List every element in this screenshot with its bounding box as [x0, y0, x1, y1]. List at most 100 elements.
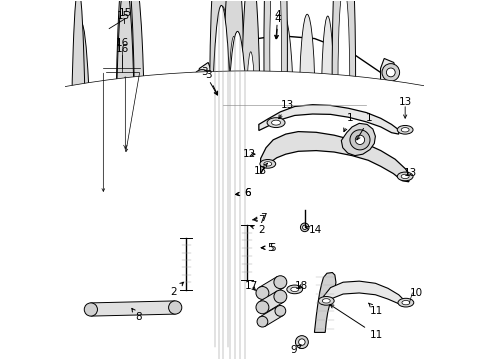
Ellipse shape	[396, 172, 412, 181]
Ellipse shape	[271, 120, 280, 125]
Ellipse shape	[116, 0, 135, 360]
Text: 6: 6	[235, 188, 250, 198]
Ellipse shape	[228, 36, 239, 208]
Text: 13: 13	[403, 168, 416, 178]
Ellipse shape	[400, 174, 408, 179]
Polygon shape	[259, 291, 283, 313]
Circle shape	[298, 339, 305, 345]
Ellipse shape	[223, 0, 244, 294]
Circle shape	[273, 290, 286, 303]
Polygon shape	[380, 58, 396, 88]
Ellipse shape	[75, 91, 82, 301]
Text: 15: 15	[119, 8, 132, 18]
Circle shape	[257, 316, 267, 327]
Circle shape	[302, 225, 306, 229]
Circle shape	[355, 135, 364, 144]
Circle shape	[168, 301, 182, 314]
Text: 8: 8	[132, 309, 142, 323]
Text: 17: 17	[244, 281, 257, 291]
Text: 12: 12	[243, 149, 256, 159]
Ellipse shape	[225, 31, 249, 360]
Text: 5: 5	[261, 243, 273, 253]
Circle shape	[129, 181, 140, 191]
Ellipse shape	[396, 125, 412, 134]
Ellipse shape	[286, 285, 302, 294]
Text: 5: 5	[261, 243, 275, 253]
Text: 18: 18	[295, 281, 308, 291]
Ellipse shape	[116, 0, 135, 340]
Ellipse shape	[321, 16, 334, 220]
Text: 7: 7	[252, 215, 264, 225]
Ellipse shape	[241, 0, 260, 311]
Text: 1: 1	[356, 113, 372, 140]
Ellipse shape	[71, 23, 91, 360]
Bar	[257, 273, 312, 356]
Ellipse shape	[260, 159, 275, 168]
Circle shape	[84, 303, 97, 316]
Ellipse shape	[129, 82, 140, 289]
Text: 2: 2	[250, 225, 264, 235]
Polygon shape	[78, 182, 138, 234]
Ellipse shape	[318, 297, 333, 305]
Polygon shape	[258, 105, 398, 134]
Circle shape	[295, 336, 308, 348]
Ellipse shape	[322, 299, 329, 303]
Polygon shape	[208, 36, 386, 165]
Ellipse shape	[266, 118, 285, 127]
Circle shape	[274, 306, 285, 316]
Ellipse shape	[211, 5, 231, 360]
Polygon shape	[314, 273, 335, 332]
Polygon shape	[323, 281, 405, 306]
Circle shape	[273, 276, 286, 289]
Ellipse shape	[0, 71, 488, 360]
Ellipse shape	[76, 126, 86, 333]
Polygon shape	[259, 306, 283, 326]
Circle shape	[255, 287, 268, 300]
Text: 6: 6	[236, 188, 250, 198]
Text: 13: 13	[278, 100, 294, 119]
Circle shape	[198, 74, 206, 83]
Text: 13: 13	[398, 97, 411, 107]
Bar	[257, 123, 412, 241]
Ellipse shape	[400, 128, 408, 132]
Polygon shape	[341, 123, 375, 156]
Text: 11: 11	[368, 303, 382, 316]
Ellipse shape	[121, 55, 130, 245]
Text: 4: 4	[274, 10, 281, 39]
Ellipse shape	[0, 73, 488, 360]
Ellipse shape	[121, 77, 130, 267]
Text: 11: 11	[329, 305, 382, 340]
Text: 1: 1	[343, 113, 352, 132]
Polygon shape	[260, 132, 408, 182]
Ellipse shape	[269, 0, 281, 145]
Text: 16: 16	[116, 44, 129, 54]
Circle shape	[255, 301, 268, 314]
Circle shape	[300, 223, 308, 231]
Text: 13: 13	[253, 163, 267, 176]
Ellipse shape	[124, 0, 145, 360]
Ellipse shape	[264, 0, 287, 239]
Circle shape	[381, 64, 399, 81]
Text: 15: 15	[117, 11, 130, 21]
Text: 3: 3	[201, 67, 217, 95]
Circle shape	[193, 69, 211, 87]
Text: 14: 14	[305, 225, 322, 235]
Ellipse shape	[209, 0, 236, 288]
Ellipse shape	[245, 52, 255, 225]
Ellipse shape	[299, 14, 315, 216]
Text: 9: 9	[290, 345, 301, 355]
Ellipse shape	[71, 0, 85, 360]
Text: 3: 3	[204, 71, 217, 95]
Text: 16: 16	[116, 37, 129, 48]
Bar	[317, 273, 408, 356]
Circle shape	[386, 68, 394, 77]
Ellipse shape	[264, 162, 271, 166]
Ellipse shape	[401, 301, 409, 305]
Polygon shape	[197, 62, 211, 95]
Ellipse shape	[397, 298, 413, 307]
Ellipse shape	[337, 0, 349, 175]
Ellipse shape	[216, 6, 229, 194]
Text: 4: 4	[274, 14, 281, 39]
Polygon shape	[90, 301, 175, 316]
Polygon shape	[259, 277, 283, 298]
